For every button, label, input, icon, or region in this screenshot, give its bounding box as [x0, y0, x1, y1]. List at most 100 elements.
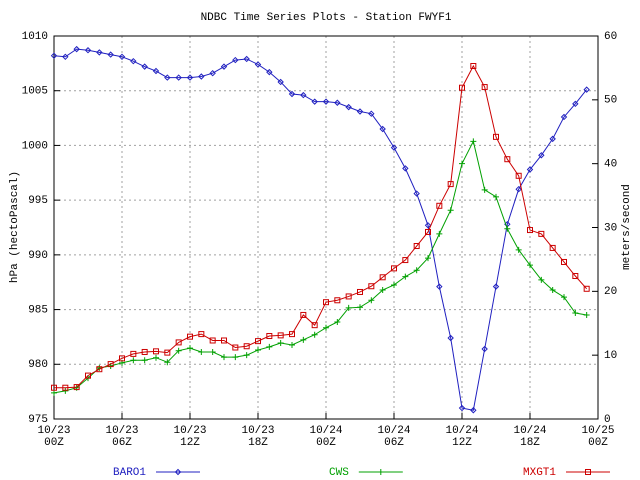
marker — [458, 404, 466, 412]
marker — [368, 283, 375, 290]
marker — [447, 181, 454, 188]
marker — [425, 228, 431, 235]
marker — [357, 304, 363, 311]
y-tick-label: 985 — [28, 304, 48, 316]
y2-tick-label: 30 — [604, 222, 617, 234]
marker — [51, 389, 57, 396]
marker — [402, 165, 409, 172]
marker — [323, 324, 329, 331]
marker — [492, 283, 500, 290]
marker — [277, 332, 284, 339]
marker — [526, 166, 534, 173]
marker — [153, 354, 159, 361]
marker — [141, 357, 148, 364]
marker — [311, 98, 318, 105]
marker — [198, 348, 205, 355]
marker — [152, 67, 160, 75]
x-tick-label: 10/25 00Z — [581, 425, 615, 449]
marker — [345, 304, 352, 311]
marker — [289, 341, 295, 348]
plot-frame — [53, 35, 599, 420]
marker — [221, 354, 227, 361]
marker — [300, 336, 307, 343]
marker — [311, 322, 318, 329]
marker — [130, 357, 137, 364]
marker — [232, 344, 239, 351]
marker — [572, 100, 579, 108]
marker — [459, 84, 465, 91]
legend-label: BARO1 — [113, 467, 146, 479]
marker — [583, 311, 590, 318]
marker — [243, 55, 250, 63]
marker — [436, 202, 443, 209]
marker — [153, 348, 159, 355]
y2-tick-label: 20 — [604, 286, 617, 298]
marker — [425, 255, 431, 262]
marker — [357, 288, 363, 295]
marker — [527, 227, 533, 234]
x-tick-label: 10/23 06Z — [105, 425, 139, 449]
marker — [84, 47, 92, 54]
marker — [300, 311, 307, 318]
marker — [515, 246, 522, 253]
marker — [424, 222, 432, 229]
marker — [391, 281, 397, 288]
marker — [493, 133, 499, 140]
marker — [561, 294, 567, 301]
marker — [209, 337, 216, 344]
y2-tick-label: 50 — [604, 95, 617, 107]
marker — [560, 113, 568, 121]
marker — [334, 99, 341, 106]
marker — [118, 53, 126, 60]
series-line — [53, 139, 587, 394]
marker — [470, 407, 477, 414]
marker — [549, 244, 556, 251]
marker — [470, 63, 477, 70]
marker — [583, 285, 590, 292]
y-tick-label: 990 — [28, 250, 48, 262]
marker — [209, 348, 216, 355]
marker — [413, 190, 420, 197]
marker — [345, 293, 352, 300]
marker — [186, 74, 194, 81]
marker — [470, 138, 477, 145]
marker — [221, 337, 227, 344]
marker — [119, 355, 125, 362]
marker — [334, 318, 341, 325]
marker — [402, 273, 409, 280]
marker — [62, 387, 69, 394]
marker — [379, 287, 386, 294]
legend-label: MXGT1 — [523, 467, 556, 479]
x-tick-label: 10/23 00Z — [37, 425, 71, 449]
marker — [255, 338, 261, 345]
marker — [288, 90, 296, 98]
marker — [481, 186, 488, 193]
marker — [73, 45, 80, 53]
marker — [62, 53, 69, 60]
marker — [164, 74, 171, 81]
y-tick-label: 1000 — [22, 140, 48, 152]
marker — [209, 69, 216, 77]
marker — [232, 56, 239, 64]
marker — [96, 49, 103, 56]
marker — [481, 84, 488, 91]
marker — [220, 63, 228, 70]
marker — [107, 51, 114, 58]
marker — [323, 299, 329, 306]
marker — [175, 339, 182, 346]
marker — [390, 144, 398, 151]
marker — [527, 262, 533, 269]
marker — [447, 207, 454, 214]
y2-tick-label: 10 — [604, 350, 617, 362]
marker — [549, 135, 556, 143]
y2-tick-label: 60 — [604, 31, 617, 43]
legend-marker — [377, 469, 384, 475]
marker — [538, 276, 545, 283]
marker — [175, 347, 182, 354]
y-tick-label: 980 — [28, 359, 48, 371]
marker — [198, 73, 205, 80]
marker — [266, 343, 273, 350]
marker — [289, 331, 295, 338]
